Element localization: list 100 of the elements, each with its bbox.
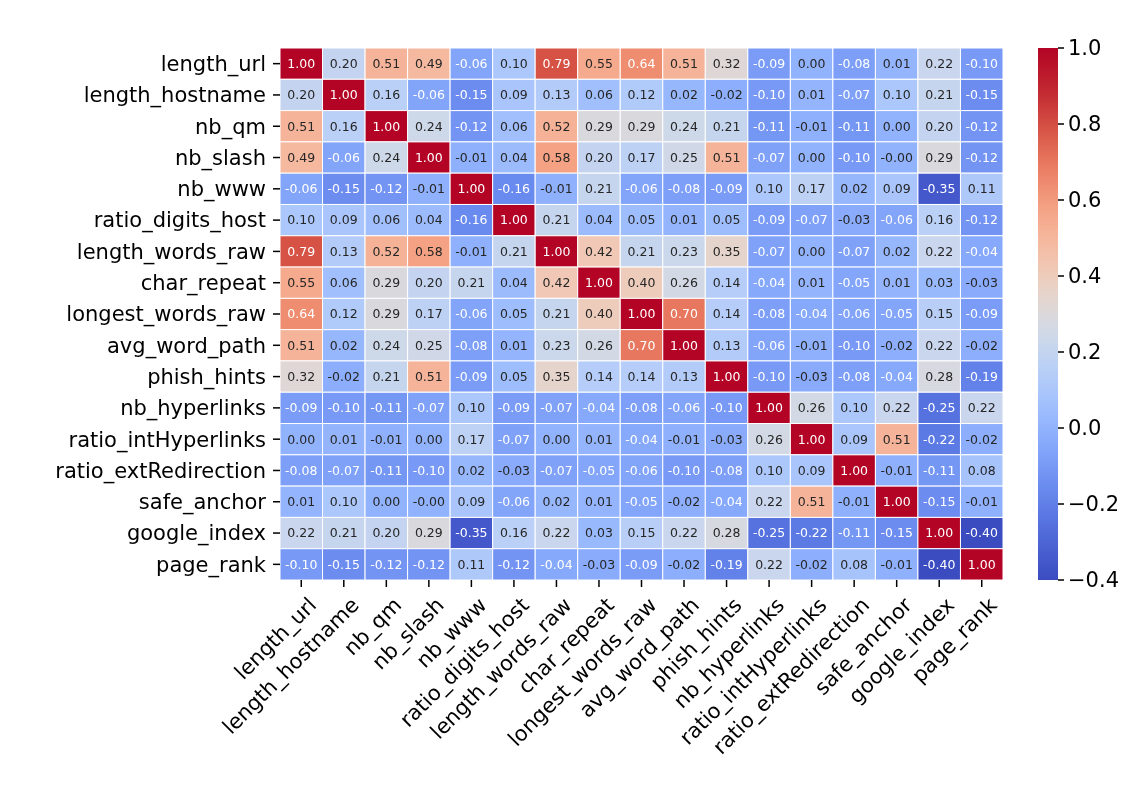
- data-label: 0.00: [797, 56, 826, 72]
- data-label: 1.00: [925, 525, 954, 541]
- data-label: 0.12: [329, 306, 358, 322]
- data-label: -0.06: [752, 337, 786, 353]
- data-label: -0.01: [795, 118, 828, 134]
- data-label: 0.05: [627, 212, 656, 228]
- data-label: -0.11: [837, 525, 871, 541]
- data-label: -0.15: [923, 494, 956, 510]
- data-label: 0.21: [925, 87, 954, 103]
- data-label: -0.16: [497, 181, 531, 197]
- data-label: 0.10: [755, 181, 784, 197]
- y-tick-label: page_rank: [156, 552, 267, 578]
- data-label: 0.04: [585, 212, 613, 228]
- data-label: 0.01: [585, 494, 613, 510]
- data-label: -0.06: [455, 306, 488, 322]
- data-label: 0.51: [287, 337, 316, 353]
- data-label: -0.07: [412, 400, 446, 416]
- data-label: 0.03: [585, 525, 613, 541]
- data-label: 0.14: [627, 368, 656, 384]
- data-label: -0.01: [880, 462, 913, 478]
- data-label: 0.17: [627, 149, 656, 165]
- data-label: 0.16: [329, 118, 358, 134]
- data-label: 0.08: [967, 462, 996, 478]
- data-label: -0.40: [923, 556, 956, 572]
- data-label: -0.08: [837, 56, 871, 72]
- data-label: 0.70: [627, 337, 656, 353]
- data-label: 0.21: [372, 368, 401, 384]
- data-label: -0.06: [455, 56, 488, 72]
- data-label: 0.00: [372, 494, 401, 510]
- data-label: 0.21: [627, 243, 656, 259]
- data-label: 0.58: [542, 149, 571, 165]
- data-label: 0.20: [372, 525, 401, 541]
- data-label: 0.03: [925, 275, 954, 291]
- data-label: 0.22: [670, 525, 698, 541]
- data-label: -0.05: [625, 494, 658, 510]
- data-label: -0.10: [752, 368, 786, 384]
- y-tick-label: avg_word_path: [107, 333, 266, 359]
- data-label: 1.00: [840, 462, 869, 478]
- data-label: 0.64: [627, 56, 656, 72]
- data-label: 0.79: [287, 243, 316, 259]
- data-label: 0.00: [797, 243, 826, 259]
- data-label: 0.10: [287, 212, 316, 228]
- data-label: 1.00: [287, 56, 316, 72]
- data-label: -0.10: [667, 462, 701, 478]
- data-label: -0.02: [667, 556, 701, 572]
- data-label: -0.35: [455, 525, 488, 541]
- data-label: -0.01: [667, 431, 701, 447]
- data-label: -0.08: [837, 368, 871, 384]
- data-label: 0.01: [882, 56, 911, 72]
- data-label: 0.02: [329, 337, 358, 353]
- data-label: 0.55: [585, 56, 613, 72]
- data-label: -0.03: [582, 556, 616, 572]
- data-label: 0.24: [414, 118, 443, 134]
- data-label: 0.20: [585, 149, 613, 165]
- data-label: 0.29: [627, 118, 656, 134]
- data-label: -0.08: [625, 400, 658, 416]
- data-label: 0.06: [372, 212, 401, 228]
- y-tick-label: phish_hints: [147, 364, 266, 390]
- data-label: 0.16: [372, 87, 401, 103]
- data-label: 1.00: [670, 337, 698, 353]
- data-label: -0.06: [837, 306, 871, 322]
- data-label: 0.29: [414, 525, 443, 541]
- data-label: -0.15: [455, 87, 488, 103]
- data-label: -0.01: [455, 243, 488, 259]
- data-label: -0.04: [582, 400, 616, 416]
- data-label: 1.00: [542, 243, 571, 259]
- data-label: 1.00: [372, 118, 401, 134]
- data-label: -0.19: [965, 368, 998, 384]
- data-label: -0.04: [540, 556, 573, 572]
- data-label: 0.24: [372, 149, 401, 165]
- y-tick-label: nb_www: [177, 177, 266, 203]
- data-label: 0.22: [925, 337, 954, 353]
- data-label: -0.07: [837, 243, 871, 259]
- data-label: 0.13: [712, 337, 741, 353]
- data-label: -0.04: [752, 275, 786, 291]
- data-label: 0.24: [372, 337, 401, 353]
- data-label: -0.03: [710, 431, 743, 447]
- data-label: 0.51: [372, 56, 401, 72]
- data-label: -0.07: [540, 400, 573, 416]
- data-label: -0.09: [455, 368, 488, 384]
- data-label: 0.28: [925, 368, 954, 384]
- data-label: 0.01: [882, 275, 911, 291]
- data-label: 0.05: [499, 368, 528, 384]
- data-label: 0.70: [670, 306, 698, 322]
- data-label: -0.12: [455, 118, 488, 134]
- data-label: -0.01: [540, 181, 573, 197]
- data-label: 0.09: [797, 462, 826, 478]
- data-label: -0.08: [710, 462, 743, 478]
- data-label: -0.04: [795, 306, 828, 322]
- data-label: 0.01: [499, 337, 528, 353]
- data-label: 0.12: [627, 87, 656, 103]
- data-label: -0.07: [540, 462, 573, 478]
- data-label: 0.10: [499, 56, 528, 72]
- data-label: -0.04: [965, 243, 998, 259]
- data-label: 0.17: [797, 181, 826, 197]
- data-label: -0.12: [965, 149, 998, 165]
- data-label: -0.10: [285, 556, 318, 572]
- data-label: 0.49: [414, 56, 443, 72]
- data-label: 0.64: [287, 306, 316, 322]
- data-label: -0.04: [710, 494, 743, 510]
